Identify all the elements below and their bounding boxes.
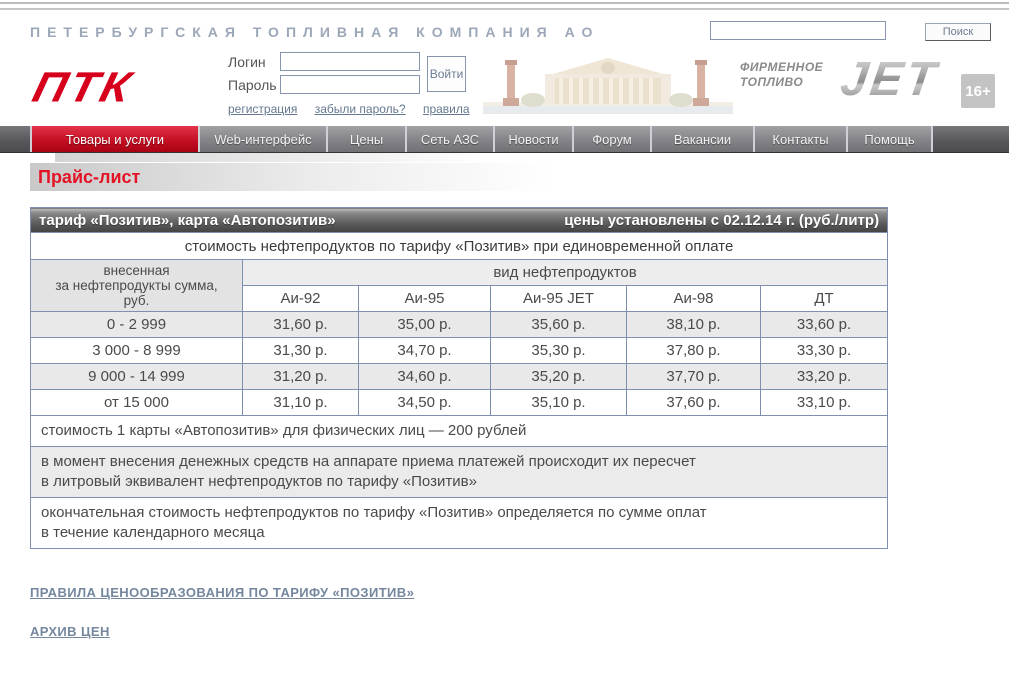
table-row: 0 - 2 999 31,60 р. 35,00 р. 35,60 р. 38,… [30, 311, 889, 338]
price-cell: 33,60 р. [759, 311, 889, 338]
price-cell: 35,10 р. [490, 389, 627, 416]
price-cell: 31,60 р. [242, 311, 359, 338]
pricing-rules-link[interactable]: ПРАВИЛА ЦЕНООБРАЗОВАНИЯ ПО ТАРИФУ «ПОЗИТ… [30, 585, 415, 600]
brand-fuel-line1: ФИРМЕННОЕ [740, 60, 824, 74]
amount-range: от 15 000 [30, 389, 243, 416]
table-row: 9 000 - 14 999 31,20 р. 34,60 р. 35,20 р… [30, 363, 889, 390]
rules-link[interactable]: правила [422, 102, 470, 116]
table-subtitle-row: стоимость нефтепродуктов по тарифу «Пози… [29, 232, 889, 260]
prices-effective-date: цены установлены с 02.12.14 г. (руб./лит… [564, 211, 880, 229]
price-cell: 34,50 р. [358, 389, 491, 416]
main-navigation: Товары и услуги Web-интерфейс Цены Сеть … [0, 126, 1009, 153]
table-header-row: внесенная за нефтепродукты сумма, руб. в… [30, 259, 889, 312]
amount-range: 9 000 - 14 999 [30, 363, 243, 390]
nav-tab-help[interactable]: Помощь [848, 126, 933, 152]
price-cell: 35,30 р. [490, 337, 627, 364]
brand-fuel-text: ФИРМЕННОЕ ТОПЛИВО [740, 60, 823, 90]
nav-tab-contacts[interactable]: Контакты [755, 126, 848, 152]
price-cell: 34,70 р. [358, 337, 491, 364]
page-title: Прайс-лист [38, 166, 141, 187]
search-button[interactable]: Поиск [925, 23, 991, 41]
card-price-note: стоимость 1 карты «Автопозитив» для физи… [29, 415, 889, 447]
forgot-password-link[interactable]: забыли пароль? [314, 102, 406, 116]
price-cell: 38,10 р. [626, 311, 761, 338]
nav-tab-goods-services[interactable]: Товары и услуги [30, 126, 200, 152]
price-cell: 35,20 р. [490, 363, 627, 390]
amount-range: 0 - 2 999 [30, 311, 243, 338]
top-divider [0, 0, 1009, 10]
price-cell: 31,10 р. [242, 389, 359, 416]
amount-column-header: внесенная за нефтепродукты сумма, руб. [30, 259, 243, 312]
price-cell: 33,10 р. [759, 389, 889, 416]
column-header-ai95jet: Аи-95 JET [490, 285, 627, 312]
price-cell: 37,70 р. [626, 363, 761, 390]
footer-links: ПРАВИЛА ЦЕНООБРАЗОВАНИЯ ПО ТАРИФУ «ПОЗИТ… [30, 585, 1009, 639]
site-header: ПЕТЕРБУРГСКАЯ ТОПЛИВНАЯ КОМПАНИЯ АО Поис… [0, 10, 1009, 126]
column-header-ai95: Аи-95 [358, 285, 491, 312]
nav-tab-station-network[interactable]: Сеть АЗС [407, 126, 495, 152]
login-form: Логин Пароль Войти [228, 52, 466, 98]
company-name: ПЕТЕРБУРГСКАЯ ТОПЛИВНАЯ КОМПАНИЯ АО [30, 24, 600, 40]
price-archive-link[interactable]: АРХИВ ЦЕН [30, 624, 110, 639]
products-group-header: вид нефтепродуктов [241, 259, 889, 286]
login-links: регистрация забыли пароль? правила [228, 102, 484, 116]
table-title-row: тариф «Позитив», карта «Автопозитив» цен… [29, 207, 889, 233]
nav-tab-forum[interactable]: Форум [574, 126, 652, 152]
login-label: Логин [228, 53, 266, 70]
column-header-dt: ДТ [759, 285, 889, 312]
login-submit-button[interactable]: Войти [427, 56, 466, 92]
note-row: стоимость 1 карты «Автопозитив» для физи… [29, 415, 889, 447]
final-cost-note: окончательная стоимость нефтепродуктов п… [29, 497, 889, 549]
amount-range: 3 000 - 8 999 [30, 337, 243, 364]
conversion-note: в момент внесения денежных средств на ап… [29, 446, 889, 498]
building-image [483, 58, 733, 114]
age-badge: 16+ [961, 74, 995, 108]
price-cell: 35,00 р. [358, 311, 491, 338]
nav-tab-news[interactable]: Новости [495, 126, 574, 152]
nav-filler [933, 126, 1009, 152]
search-input[interactable] [710, 21, 886, 40]
nav-tab-prices[interactable]: Цены [328, 126, 407, 152]
table-subtitle: стоимость нефтепродуктов по тарифу «Пози… [29, 232, 889, 260]
price-cell: 37,60 р. [626, 389, 761, 416]
jet-logo: JET [837, 53, 942, 106]
nav-shadow [55, 153, 510, 162]
note-row: в момент внесения денежных средств на ап… [29, 446, 889, 498]
price-cell: 37,80 р. [626, 337, 761, 364]
price-cell: 31,20 р. [242, 363, 359, 390]
registration-link[interactable]: регистрация [228, 102, 298, 116]
tariff-title: тариф «Позитив», карта «Автопозитив» [39, 211, 336, 229]
password-input[interactable] [280, 75, 420, 94]
table-row: 3 000 - 8 999 31,30 р. 34,70 р. 35,30 р.… [30, 337, 889, 364]
price-cell: 33,20 р. [759, 363, 889, 390]
note-row: окончательная стоимость нефтепродуктов п… [29, 497, 889, 549]
column-header-ai92: Аи-92 [242, 285, 359, 312]
price-cell: 34,60 р. [358, 363, 491, 390]
price-cell: 31,30 р. [242, 337, 359, 364]
table-row: от 15 000 31,10 р. 34,50 р. 35,10 р. 37,… [30, 389, 889, 416]
column-header-ai98: Аи-98 [626, 285, 761, 312]
password-label: Пароль [228, 76, 277, 93]
nav-tab-vacancies[interactable]: Вакансии [652, 126, 755, 152]
price-table: тариф «Позитив», карта «Автопозитив» цен… [29, 207, 889, 549]
ptk-logo[interactable]: ПТК [28, 63, 139, 111]
page-title-strip: Прайс-лист [30, 163, 981, 191]
price-cell: 35,60 р. [490, 311, 627, 338]
nav-tab-web-interface[interactable]: Web-интерфейс [200, 126, 328, 152]
price-cell: 33,30 р. [759, 337, 889, 364]
login-input[interactable] [280, 52, 420, 71]
brand-fuel-line2: ТОПЛИВО [740, 75, 804, 89]
